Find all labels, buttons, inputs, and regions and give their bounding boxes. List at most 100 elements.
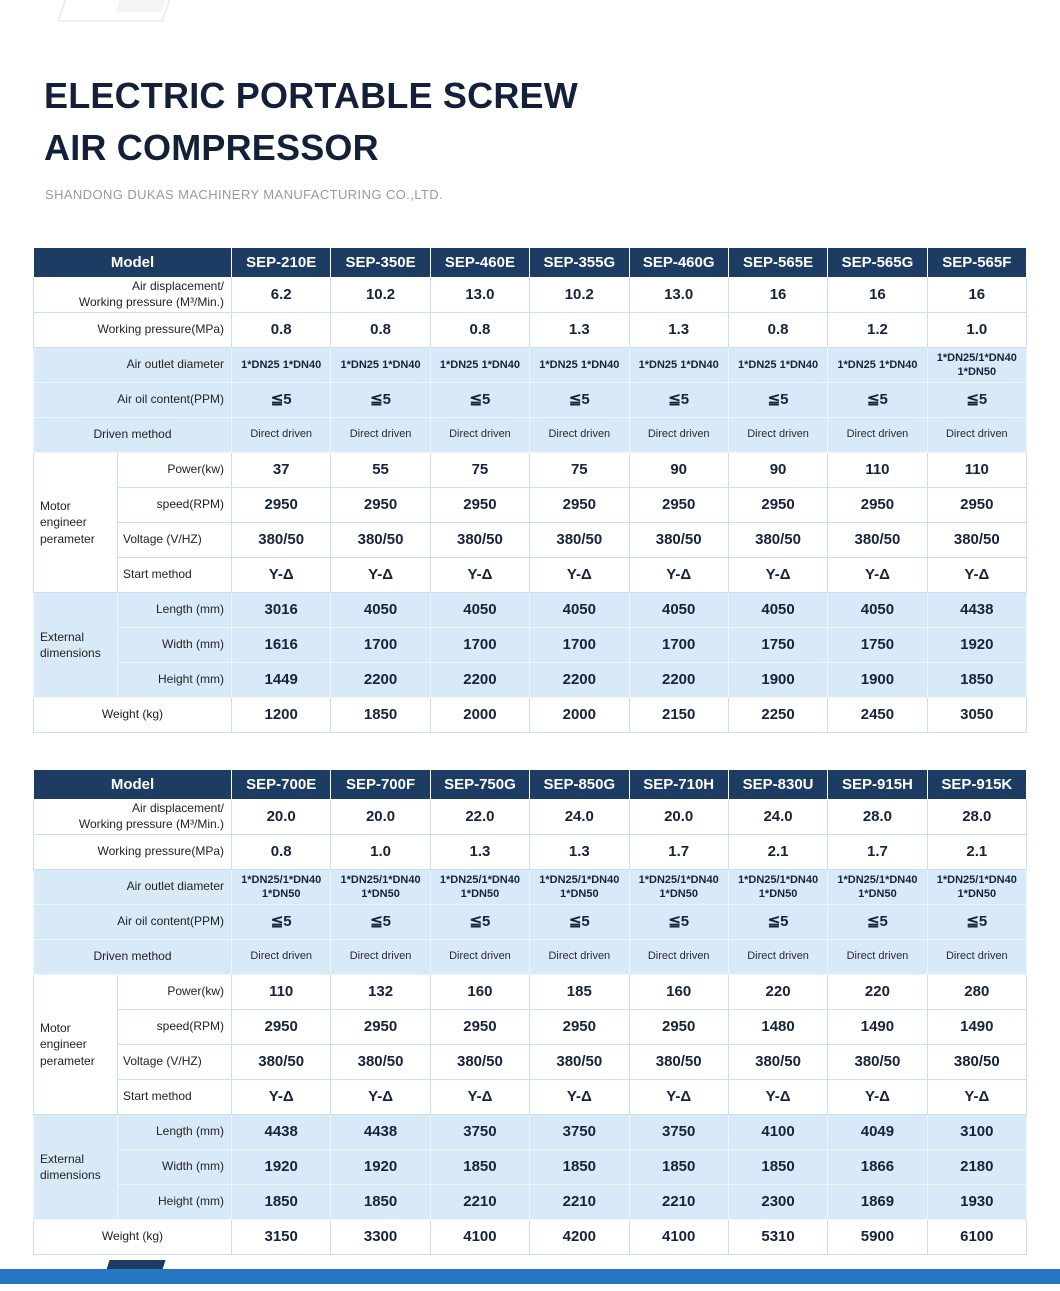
model-name: SEP-850G bbox=[529, 769, 630, 800]
cell-height: 1900 bbox=[727, 662, 829, 698]
cell-weight: 2150 bbox=[628, 697, 729, 733]
cell-height: 2200 bbox=[529, 662, 630, 698]
company-name: SHANDONG DUKAS MACHINERY MANUFACTURING C… bbox=[45, 187, 444, 202]
cell-air-oil: ≦5 bbox=[429, 904, 531, 940]
cell-air-displacement: 16 bbox=[926, 277, 1028, 313]
row-label-driven-method: Driven method bbox=[33, 939, 232, 975]
row-air-oil: Air oil content(PPM) ≦5 ≦5 ≦5 ≦5 ≦5 ≦5 ≦5 ≦5 bbox=[33, 904, 1028, 940]
page-title: ELECTRIC PORTABLE SCREW AIR COMPRESSOR bbox=[44, 70, 578, 174]
cell-air-oil: ≦5 bbox=[529, 382, 630, 418]
cell-air-displacement: 22.0 bbox=[429, 799, 531, 835]
cell-air-displacement: 20.0 bbox=[628, 799, 729, 835]
cell-weight: 2000 bbox=[529, 697, 630, 733]
row-air-displacement: Air displacement/ Working pressure (M³/M… bbox=[33, 277, 1028, 313]
cell-driven-method: Direct driven bbox=[330, 939, 431, 975]
row-length: External dimensions Length (mm) 4438 4438 37… bbox=[33, 1114, 1028, 1220]
cell-driven-method: Direct driven bbox=[529, 939, 630, 975]
cell-weight: 4200 bbox=[529, 1219, 630, 1255]
cell-air-oil: ≦5 bbox=[628, 904, 729, 940]
cell-height: 1900 bbox=[827, 662, 928, 698]
cell-air-oil: ≦5 bbox=[230, 904, 332, 940]
row-label-power: Power(kw) bbox=[117, 452, 232, 488]
group-label-motor: Motor engineer perameter bbox=[33, 452, 118, 593]
cell-power: 160 bbox=[429, 974, 531, 1010]
cell-width: 1750 bbox=[827, 627, 928, 663]
cell-driven-method: Direct driven bbox=[727, 939, 829, 975]
cell-working-pressure: 1.3 bbox=[529, 834, 630, 870]
model-name: SEP-460E bbox=[429, 247, 531, 278]
cell-voltage: 380/50 bbox=[529, 522, 630, 558]
cell-air-displacement: 13.0 bbox=[628, 277, 729, 313]
model-name: SEP-460G bbox=[628, 247, 729, 278]
cell-height: 2210 bbox=[628, 1184, 729, 1220]
cell-weight: 6100 bbox=[926, 1219, 1028, 1255]
model-name: SEP-565G bbox=[827, 247, 928, 278]
cell-working-pressure: 1.0 bbox=[926, 312, 1028, 348]
row-height: Height (mm) 1850 1850 2210 2210 2210 2300 1869 1… bbox=[34, 1184, 1028, 1220]
row-air-displacement: Air displacement/ Working pressure (M³/M… bbox=[33, 799, 1028, 835]
cell-speed: 2950 bbox=[727, 487, 829, 523]
cell-working-pressure: 0.8 bbox=[727, 312, 829, 348]
row-label-speed: speed(RPM) bbox=[117, 1009, 232, 1045]
cell-speed: 2950 bbox=[330, 487, 431, 523]
cell-weight: 2250 bbox=[727, 697, 829, 733]
cell-height: 2300 bbox=[727, 1184, 829, 1220]
row-label-start-method: Start method bbox=[117, 557, 232, 593]
cell-start-method: Y-Δ bbox=[230, 557, 332, 593]
cell-speed: 1480 bbox=[727, 1009, 829, 1045]
cell-air-outlet: 1*DN25/1*DN40 1*DN50 bbox=[926, 869, 1028, 905]
title-line-1: ELECTRIC PORTABLE SCREW bbox=[44, 75, 578, 116]
row-label-height: Height (mm) bbox=[117, 662, 232, 698]
cell-driven-method: Direct driven bbox=[330, 417, 431, 453]
cell-start-method: Y-Δ bbox=[727, 1079, 829, 1115]
cell-start-method: Y-Δ bbox=[429, 1079, 531, 1115]
model-name: SEP-915H bbox=[827, 769, 928, 800]
cell-working-pressure: 2.1 bbox=[727, 834, 829, 870]
cell-power: 75 bbox=[529, 452, 630, 488]
cell-height: 1850 bbox=[926, 662, 1028, 698]
row-air-outlet: Air outlet diameter 1*DN25/1*DN40 1*DN50 1… bbox=[33, 869, 1028, 905]
cell-length: 3750 bbox=[529, 1114, 630, 1150]
model-name: SEP-700E bbox=[230, 769, 332, 800]
model-name: SEP-350E bbox=[330, 247, 431, 278]
cell-air-oil: ≦5 bbox=[429, 382, 531, 418]
cell-voltage: 380/50 bbox=[926, 522, 1028, 558]
cell-air-oil: ≦5 bbox=[727, 382, 829, 418]
cell-voltage: 380/50 bbox=[827, 1044, 928, 1080]
cell-start-method: Y-Δ bbox=[330, 557, 431, 593]
model-name: SEP-355G bbox=[529, 247, 630, 278]
row-speed: speed(RPM) 2950 2950 2950 2950 2950 2950 2950 29… bbox=[34, 487, 1028, 523]
cell-length: 4050 bbox=[827, 592, 928, 628]
row-label-height: Height (mm) bbox=[117, 1184, 232, 1220]
spec-tables-container: Model SEP-210E SEP-350E SEP-460E SEP-355G SEP… bbox=[33, 247, 1028, 1291]
row-label-speed: speed(RPM) bbox=[117, 487, 232, 523]
cell-weight: 4100 bbox=[628, 1219, 729, 1255]
cell-driven-method: Direct driven bbox=[926, 417, 1028, 453]
cell-width: 1750 bbox=[727, 627, 829, 663]
cell-speed: 2950 bbox=[628, 1009, 729, 1045]
cell-air-outlet: 1*DN25 1*DN40 bbox=[529, 347, 630, 383]
cell-voltage: 380/50 bbox=[628, 1044, 729, 1080]
cell-working-pressure: 1.3 bbox=[529, 312, 630, 348]
row-speed: speed(RPM) 2950 2950 2950 2950 2950 1480 1490 14… bbox=[34, 1009, 1028, 1045]
cell-speed: 2950 bbox=[330, 1009, 431, 1045]
cell-width: 1850 bbox=[529, 1149, 630, 1185]
cell-height: 2200 bbox=[628, 662, 729, 698]
model-name: SEP-565F bbox=[926, 247, 1028, 278]
row-length: External dimensions Length (mm) 3016 4050 40… bbox=[33, 592, 1028, 698]
cell-length: 4050 bbox=[628, 592, 729, 628]
logo-shape-icon bbox=[115, 0, 167, 12]
row-driven-method: Driven method Direct driven Direct driven D… bbox=[33, 417, 1028, 453]
cell-voltage: 380/50 bbox=[926, 1044, 1028, 1080]
row-label-power: Power(kw) bbox=[117, 974, 232, 1010]
cell-start-method: Y-Δ bbox=[529, 557, 630, 593]
cell-height: 2210 bbox=[429, 1184, 531, 1220]
cell-voltage: 380/50 bbox=[230, 522, 332, 558]
cell-air-displacement: 24.0 bbox=[727, 799, 829, 835]
cell-width: 1866 bbox=[827, 1149, 928, 1185]
cell-driven-method: Direct driven bbox=[529, 417, 630, 453]
row-label-air-outlet: Air outlet diameter bbox=[33, 347, 232, 383]
row-label-width: Width (mm) bbox=[117, 627, 232, 663]
cell-weight: 1200 bbox=[230, 697, 332, 733]
